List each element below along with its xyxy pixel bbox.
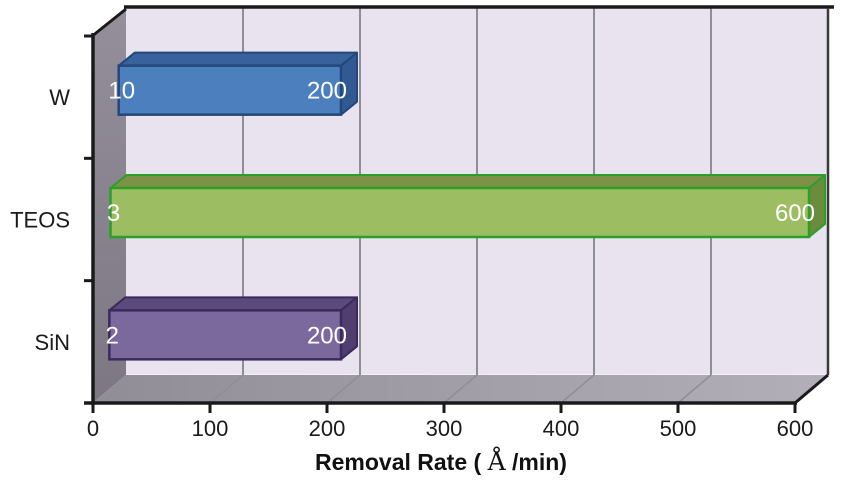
- x-axis-title-group: Removal Rate ( Å /min): [315, 446, 567, 476]
- x-tick-labels: 0 100 200 300 400 500 600: [87, 416, 813, 441]
- bar-end-label: 600: [775, 200, 815, 227]
- x-tick-label: 400: [543, 416, 580, 441]
- bar-sin: 2 200: [106, 296, 358, 361]
- axes: [84, 5, 834, 413]
- floor-gridline: [443, 374, 478, 404]
- category-labels: W TEOS SiN: [10, 85, 70, 355]
- left-wall-top-edge: [90, 7, 127, 39]
- x-tick-label: 100: [192, 416, 229, 441]
- bar-front-face: [109, 186, 811, 239]
- bar-top-face: [117, 51, 358, 67]
- floor-gridline: [677, 374, 712, 404]
- bar-front-face: [108, 309, 343, 361]
- x-tick-label: 300: [426, 416, 463, 441]
- bar-w: 10 200: [108, 51, 358, 116]
- x-axis-title: Removal Rate ( Å /min): [315, 446, 567, 476]
- bars: 10 200 3 600 2 200: [106, 51, 826, 361]
- category-label-teos: TEOS: [10, 208, 70, 233]
- bar-end-label: 200: [307, 322, 347, 349]
- bar-start-label: 2: [106, 322, 119, 349]
- bar-top-face: [109, 174, 826, 189]
- floor-gridline: [560, 374, 595, 404]
- floor-right-edge: [794, 373, 829, 405]
- bar-top-face: [108, 296, 358, 312]
- category-label-sin: SiN: [35, 330, 70, 355]
- bar-start-label: 3: [107, 200, 120, 227]
- bar-front-face: [117, 64, 343, 116]
- floor-gridline: [326, 374, 361, 404]
- x-tick-label: 0: [87, 416, 99, 441]
- x-tick-label: 600: [777, 416, 814, 441]
- bar-end-label: 200: [307, 78, 347, 105]
- floor-gridline: [209, 374, 244, 404]
- bar-start-label: 10: [108, 78, 135, 105]
- x-tick-label: 500: [660, 416, 697, 441]
- angstrom-symbol: Å: [487, 446, 507, 476]
- bar-teos: 3 600: [107, 174, 826, 239]
- category-label-w: W: [49, 85, 70, 110]
- x-tick-label: 200: [309, 416, 346, 441]
